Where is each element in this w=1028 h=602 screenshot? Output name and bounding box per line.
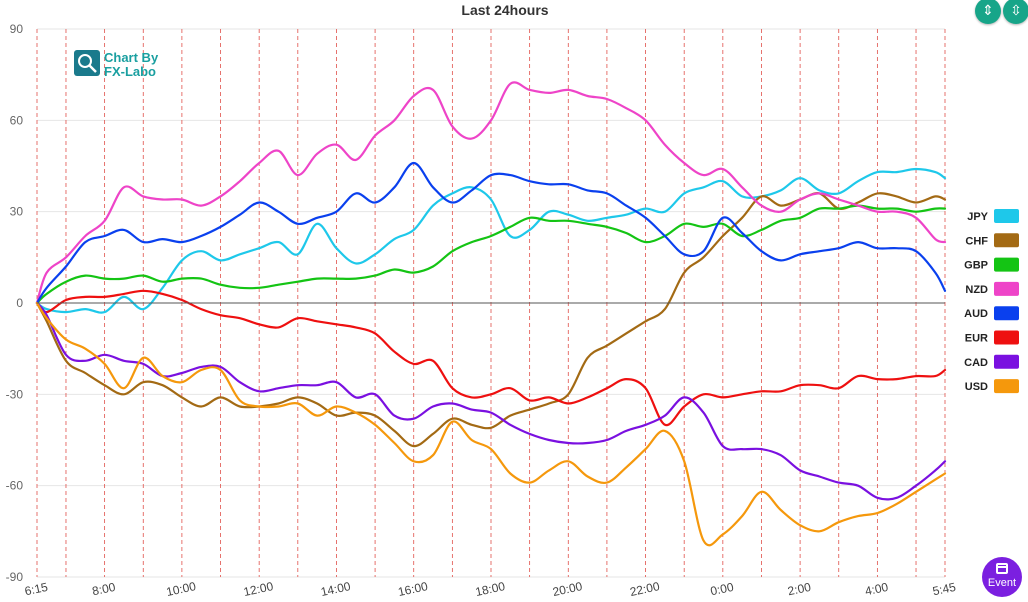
x-tick-label: 8:00 (91, 580, 117, 599)
series-line-eur (35, 289, 947, 427)
watermark: Chart By FX-Labo (74, 50, 159, 79)
watermark-magnifier-icon (78, 54, 92, 68)
y-tick-label: -30 (6, 387, 24, 401)
legend-label-chf: CHF (965, 235, 988, 247)
legend: JPY CHF GBP NZD AUD EUR CAD USD (964, 209, 1019, 394)
watermark-line1: Chart By (104, 50, 159, 65)
legend-label-jpy: JPY (967, 211, 988, 223)
x-tick-label: 20:00 (551, 579, 584, 599)
legend-label-usd: USD (965, 381, 988, 393)
legend-swatch-usd (994, 379, 1019, 394)
legend-label-eur: EUR (965, 333, 988, 345)
watermark-logo-icon (74, 50, 100, 76)
expand-vertical-button[interactable]: ⇳ (1003, 0, 1028, 24)
series-line-aud (35, 161, 947, 305)
legend-label-cad: CAD (964, 357, 988, 369)
x-tick-label: 10:00 (165, 579, 198, 599)
legend-swatch-aud (994, 306, 1019, 321)
legend-label-aud: AUD (964, 308, 988, 320)
watermark-line2: FX-Labo (104, 64, 156, 79)
x-tick-label: 18:00 (474, 579, 507, 599)
series-line-cad (35, 301, 947, 501)
legend-label-nzd: NZD (965, 284, 988, 296)
event-button[interactable]: Event (982, 557, 1022, 597)
x-axis-ticks: 6:15 8:00 10:00 12:00 14:00 16:00 18:00 20:00 22… (23, 579, 957, 599)
x-tick-label: 5:45 (931, 580, 957, 599)
x-tick-label: 22:00 (629, 579, 662, 599)
compress-vertical-button[interactable]: ⇕ (975, 0, 1001, 24)
legend-label-gbp: GBP (964, 260, 988, 272)
y-tick-label: 60 (10, 113, 24, 127)
x-tick-label: 16:00 (397, 579, 430, 599)
series-line-gbp (35, 204, 947, 305)
y-tick-label: 90 (10, 22, 24, 36)
expand-vertical-icon: ⇳ (1010, 3, 1022, 19)
x-tick-label: 14:00 (319, 579, 352, 599)
y-tick-label: -60 (6, 479, 24, 493)
x-tick-label: 6:15 (23, 580, 49, 599)
series-line-nzd (35, 81, 947, 305)
compress-vertical-icon: ⇕ (982, 3, 994, 19)
legend-swatch-chf (994, 233, 1019, 248)
x-tick-label: 4:00 (864, 580, 890, 599)
y-axis-ticks: 90 60 30 0 -30 -60 -90 (6, 22, 24, 584)
calendar-icon (996, 563, 1008, 574)
y-tick-label: -90 (6, 570, 24, 584)
legend-swatch-gbp (994, 257, 1019, 272)
legend-swatch-jpy (994, 209, 1019, 223)
x-tick-label: 2:00 (786, 580, 812, 599)
series-lines (35, 81, 947, 547)
x-tick-label: 12:00 (242, 579, 275, 599)
series-line-jpy (35, 167, 947, 314)
chart-title: Last 24hours (461, 2, 548, 18)
legend-swatch-eur (994, 330, 1019, 345)
legend-swatch-cad (994, 354, 1019, 369)
series-line-usd (35, 301, 947, 547)
legend-swatch-nzd (994, 281, 1019, 296)
event-button-label: Event (987, 577, 1017, 589)
x-tick-label: 0:00 (709, 580, 735, 599)
y-tick-label: 0 (16, 296, 23, 310)
y-tick-label: 30 (10, 205, 24, 219)
watermark-magnifier-handle (88, 64, 97, 73)
